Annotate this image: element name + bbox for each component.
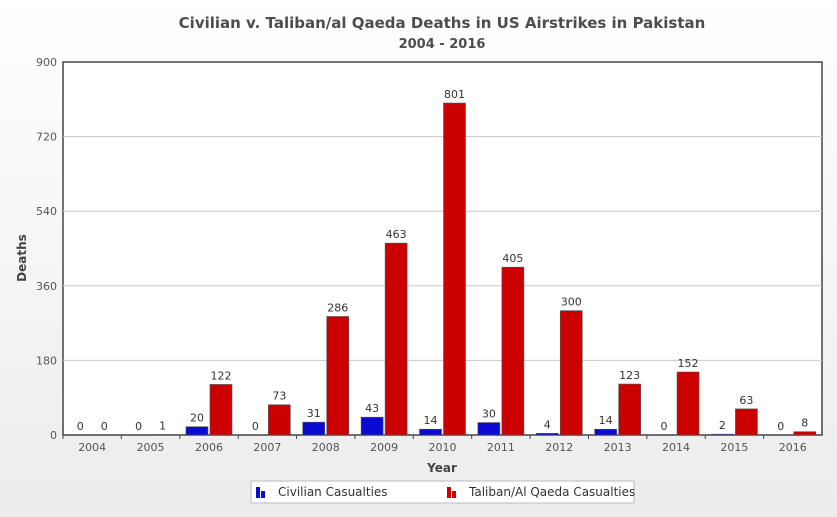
legend-swatch-taliban-b — [452, 491, 456, 498]
legend-label-taliban: Taliban/Al Qaeda Casualties — [468, 485, 635, 499]
data-label-taliban: 286 — [327, 301, 348, 314]
data-label-taliban: 405 — [502, 252, 523, 265]
data-label-civilian: 4 — [544, 418, 551, 431]
data-label-taliban: 0 — [101, 420, 108, 433]
data-label-civilian: 30 — [482, 408, 496, 421]
x-tick-label: 2009 — [370, 441, 398, 454]
bar-taliban[interactable] — [559, 310, 583, 436]
legend-item-taliban[interactable]: Taliban/Al Qaeda Casualties — [447, 485, 635, 499]
legend-label-civilian: Civilian Casualties — [278, 485, 388, 499]
bar-civilian[interactable] — [185, 426, 209, 436]
data-label-civilian: 14 — [424, 414, 438, 427]
x-tick-label: 2007 — [253, 441, 281, 454]
data-label-civilian: 0 — [661, 420, 668, 433]
data-label-civilian: 0 — [135, 420, 142, 433]
x-tick-label: 2012 — [545, 441, 573, 454]
chart-title: Civilian v. Taliban/al Qaeda Deaths in U… — [179, 14, 706, 32]
x-axis-title: Year — [426, 461, 457, 475]
data-label-taliban: 152 — [678, 357, 699, 370]
y-tick-label: 360 — [36, 280, 57, 293]
y-tick-label: 900 — [36, 56, 57, 69]
x-tick-label: 2005 — [137, 441, 165, 454]
bar-taliban[interactable] — [268, 404, 291, 436]
bar-taliban[interactable] — [384, 242, 408, 436]
y-tick-label: 0 — [50, 429, 57, 442]
x-tick-label: 2008 — [312, 441, 340, 454]
bar-taliban[interactable] — [676, 371, 700, 436]
data-label-taliban: 73 — [272, 390, 286, 403]
legend-swatch-civilian — [256, 487, 260, 498]
data-label-taliban: 63 — [739, 394, 753, 407]
data-label-civilian: 0 — [777, 420, 784, 433]
data-label-civilian: 43 — [365, 402, 379, 415]
data-label-civilian: 14 — [599, 414, 613, 427]
data-label-civilian: 2 — [719, 419, 726, 432]
legend-box — [250, 480, 635, 504]
legend-swatch-civilian-b — [261, 491, 265, 498]
data-label-civilian: 0 — [252, 420, 259, 433]
bar-taliban[interactable] — [209, 384, 233, 436]
data-label-civilian: 20 — [190, 412, 204, 425]
x-tick-label: 2011 — [487, 441, 515, 454]
y-axis-title: Deaths — [15, 234, 29, 282]
x-tick-label: 2010 — [429, 441, 457, 454]
bar-civilian[interactable] — [535, 433, 559, 436]
bar-civilian[interactable] — [711, 433, 734, 436]
data-label-taliban: 463 — [386, 228, 407, 241]
data-label-taliban: 300 — [561, 296, 582, 309]
x-tick-label: 2016 — [779, 441, 807, 454]
x-tick-label: 2013 — [604, 441, 632, 454]
data-label-taliban: 122 — [210, 369, 231, 382]
legend-swatch-taliban — [447, 487, 451, 498]
bar-civilian[interactable] — [302, 421, 326, 436]
data-label-taliban: 801 — [444, 88, 465, 101]
legend-item-civilian[interactable]: Civilian Casualties — [256, 485, 388, 499]
data-label-taliban: 8 — [801, 417, 808, 430]
data-label-civilian: 0 — [77, 420, 84, 433]
bar-taliban[interactable] — [793, 431, 817, 436]
data-label-taliban: 1 — [159, 420, 166, 433]
bar-taliban[interactable] — [735, 408, 758, 436]
legend: Civilian Casualties Taliban/Al Qaeda Cas… — [250, 480, 635, 504]
x-tick-label: 2006 — [195, 441, 223, 454]
data-label-civilian: 31 — [307, 407, 321, 420]
x-tick-label: 2004 — [78, 441, 106, 454]
chart-subtitle: 2004 - 2016 — [399, 37, 486, 52]
x-tick-label: 2015 — [720, 441, 748, 454]
bar-taliban[interactable] — [618, 383, 641, 436]
bar-taliban[interactable] — [326, 316, 350, 436]
x-tick-label: 2014 — [662, 441, 690, 454]
plot-area — [62, 61, 823, 436]
bar-civilian[interactable] — [360, 416, 384, 436]
data-label-taliban: 123 — [619, 369, 640, 382]
bar-civilian[interactable] — [477, 422, 501, 436]
y-tick-label: 540 — [36, 205, 57, 218]
bar-civilian[interactable] — [594, 428, 617, 436]
bar-taliban[interactable] — [501, 266, 525, 436]
y-tick-label: 720 — [36, 131, 57, 144]
bar-taliban[interactable] — [443, 102, 466, 436]
bar-civilian[interactable] — [419, 428, 442, 436]
y-tick-label: 180 — [36, 354, 57, 367]
